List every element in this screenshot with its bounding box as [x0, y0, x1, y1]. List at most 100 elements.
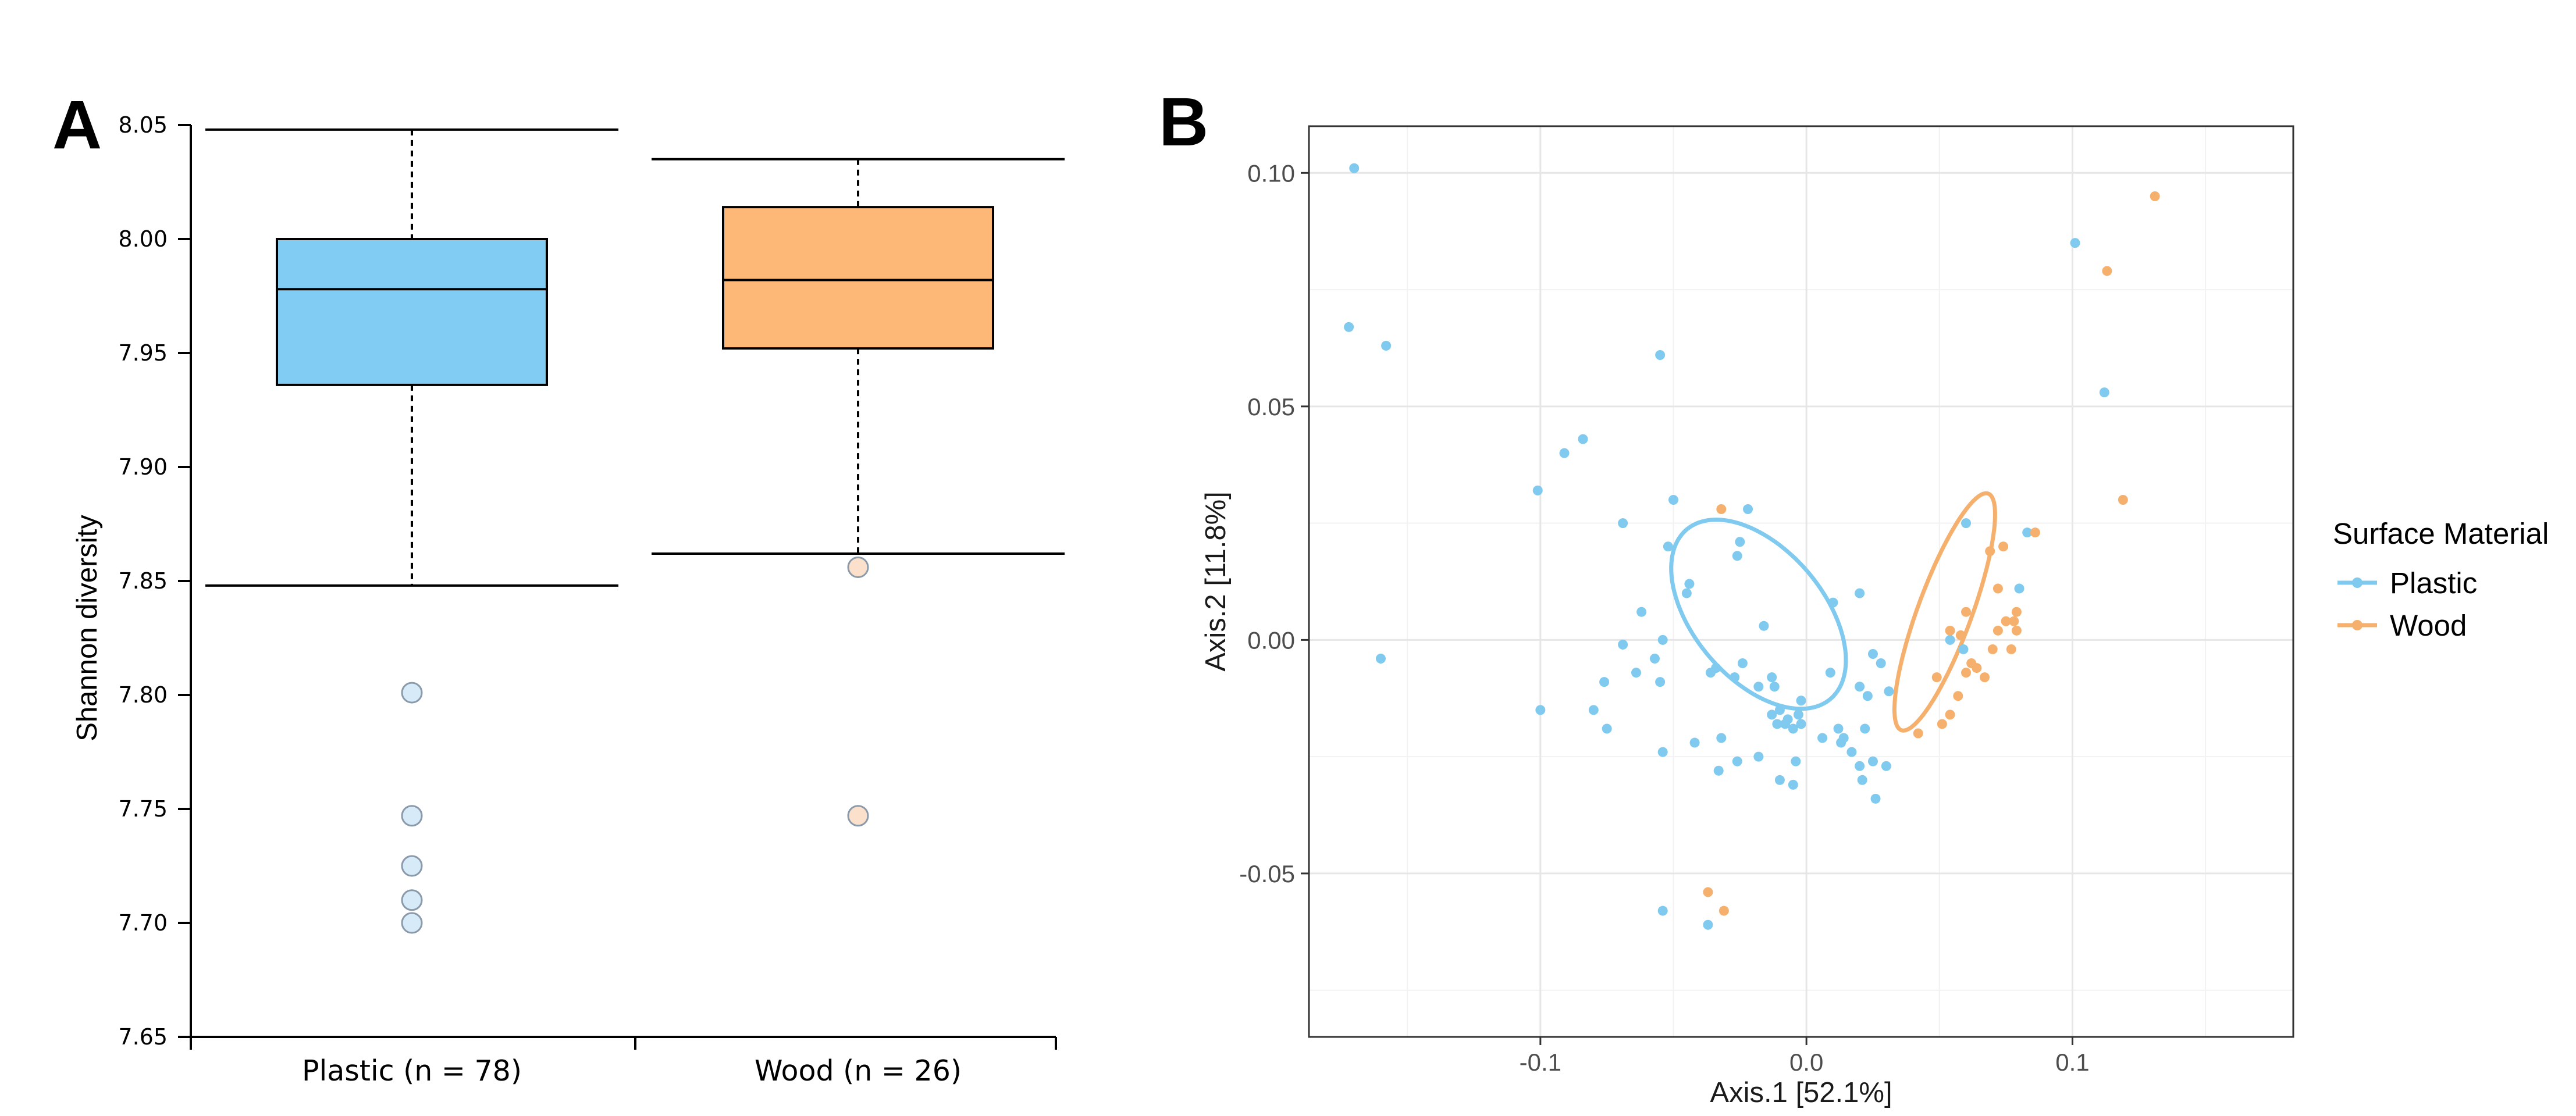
- data-point: [1793, 709, 1803, 720]
- outlier-point: [847, 556, 869, 578]
- outlier-point: [401, 805, 423, 827]
- y-axis-title: Shannon diversity: [72, 515, 103, 741]
- data-point: [1381, 340, 1392, 351]
- data-point: [1772, 719, 1782, 729]
- data-point: [1769, 682, 1780, 692]
- legend-label: Wood: [2390, 609, 2467, 642]
- data-point: [1618, 518, 1628, 529]
- data-point: [1955, 630, 1966, 640]
- data-point: [1953, 691, 1963, 701]
- data-point: [1631, 668, 1641, 678]
- data-point: [1599, 677, 1610, 687]
- plot-background: [1309, 126, 2293, 1037]
- data-point: [1788, 779, 1798, 790]
- data-point: [1870, 793, 1881, 804]
- data-point: [1716, 733, 1727, 743]
- y-tick-label: -0.05: [1239, 860, 1295, 887]
- data-point: [1657, 747, 1668, 757]
- x-tick-label: -0.1: [1520, 1049, 1561, 1076]
- data-point: [1559, 448, 1570, 458]
- data-point: [1774, 775, 1785, 785]
- data-point: [1588, 705, 1599, 715]
- x-tick-label: 0.1: [2055, 1049, 2089, 1076]
- iqr-box: [722, 206, 994, 350]
- data-point: [1987, 644, 1998, 654]
- data-point: [1344, 322, 1354, 332]
- data-point: [1759, 621, 1769, 631]
- data-point: [1649, 654, 1660, 664]
- data-point: [1972, 663, 1982, 673]
- data-point: [1732, 756, 1742, 766]
- data-point: [1855, 761, 1865, 771]
- data-point: [1945, 634, 1955, 645]
- data-point: [2009, 616, 2019, 626]
- category-label: Wood (n = 26): [755, 1054, 962, 1088]
- data-point: [1602, 723, 1612, 734]
- legend-label: Plastic: [2390, 566, 2477, 600]
- data-point: [1846, 747, 1857, 757]
- data-point: [1703, 887, 1713, 897]
- series-wood: [1703, 191, 2160, 916]
- data-point: [1855, 682, 1865, 692]
- data-point: [1867, 756, 1878, 766]
- data-point: [1881, 761, 1891, 771]
- data-point: [1774, 705, 1785, 715]
- confidence-ellipse-plastic: [1669, 518, 1848, 711]
- legend-item-plastic: Plastic: [2337, 566, 2477, 600]
- data-point: [1655, 677, 1666, 687]
- data-point: [1961, 518, 1972, 529]
- data-point: [1668, 494, 1678, 505]
- x-axis-title: Axis.1 [52.1%]: [1710, 1077, 1892, 1108]
- legend-marker: [2352, 620, 2362, 630]
- data-point: [1985, 546, 1995, 557]
- y-axis-title: Axis.2 [11.8%]: [1200, 491, 1232, 672]
- panel-label-a: A: [52, 87, 102, 163]
- data-point: [1782, 714, 1793, 725]
- box-plastic: Plastic (n = 78): [205, 128, 618, 1088]
- data-point: [1732, 551, 1742, 561]
- data-point: [1998, 541, 2009, 552]
- data-point: [1735, 537, 1745, 547]
- data-point: [1375, 654, 1386, 664]
- data-point: [1961, 607, 1972, 617]
- data-point: [1876, 658, 1886, 669]
- outlier-point: [847, 805, 869, 827]
- data-point: [1838, 733, 1849, 743]
- y-tick-label: 7.70: [118, 910, 168, 936]
- y-tick-label: 7.75: [118, 796, 168, 822]
- outlier-point: [401, 889, 423, 911]
- data-point: [2014, 583, 2024, 594]
- data-point: [2006, 644, 2016, 654]
- ordination-panel: -0.1 0.0 0.1 -0.05 0.00 0.05 0.10 Axis.1 [52.1…: [1200, 125, 2294, 1108]
- data-point: [2102, 266, 2112, 276]
- data-point: [1993, 583, 2003, 594]
- data-point: [1730, 672, 1740, 683]
- data-point: [1743, 504, 1753, 515]
- plot-border: [1308, 125, 2294, 1038]
- data-point: [2030, 527, 2040, 538]
- x-tick-label: 0.0: [1789, 1049, 1823, 1076]
- data-point: [1349, 163, 1360, 173]
- outlier-point: [401, 682, 423, 704]
- data-point: [1825, 668, 1835, 678]
- data-point: [1713, 765, 1724, 776]
- data-point: [2011, 625, 2022, 636]
- y-tick-label: 7.90: [118, 454, 168, 480]
- data-point: [1657, 634, 1668, 645]
- data-point: [1753, 682, 1764, 692]
- data-point: [1737, 658, 1748, 669]
- data-point: [1945, 709, 1955, 720]
- box-wood: Wood (n = 26): [652, 158, 1065, 1088]
- data-point: [1958, 644, 1969, 654]
- legend-title: Surface Material: [2333, 517, 2549, 550]
- data-point: [1703, 919, 1713, 930]
- data-point: [1796, 719, 1806, 729]
- data-point: [1980, 672, 1990, 683]
- y-tick-label: 7.65: [118, 1024, 168, 1050]
- data-point: [1618, 639, 1628, 650]
- data-point: [1767, 672, 1777, 683]
- y-tick-label: 0.10: [1247, 159, 1295, 187]
- data-point: [1993, 625, 2003, 636]
- data-point: [1535, 705, 1546, 715]
- confidence-ellipse-wood: [1892, 491, 1997, 733]
